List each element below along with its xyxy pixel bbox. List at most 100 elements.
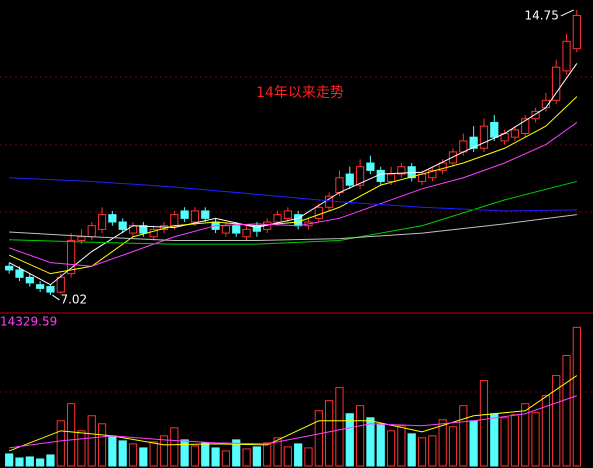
volume-bar bbox=[232, 439, 241, 467]
max-label: 14.75 bbox=[524, 8, 558, 22]
candle-body bbox=[562, 40, 571, 72]
volume-bar bbox=[335, 387, 344, 467]
volume-bar bbox=[490, 413, 499, 467]
candle-body bbox=[232, 225, 241, 234]
volume-bar bbox=[221, 450, 231, 467]
volume-bar bbox=[139, 447, 148, 467]
volume-bar bbox=[36, 458, 45, 467]
volume-bar bbox=[386, 430, 396, 467]
candle-body bbox=[180, 210, 189, 219]
candle-body bbox=[283, 210, 292, 219]
volume-bar bbox=[97, 423, 107, 467]
volume-bar bbox=[355, 405, 365, 467]
volume-bar bbox=[459, 405, 468, 467]
volume-bar bbox=[108, 435, 117, 467]
volume-bar bbox=[283, 446, 292, 467]
candle-body bbox=[355, 166, 365, 186]
volume-bar bbox=[469, 420, 478, 467]
volume-bar bbox=[5, 453, 14, 467]
line bbox=[9, 177, 577, 212]
volume-bar bbox=[170, 427, 179, 467]
candle-body bbox=[108, 214, 117, 223]
volume-bar bbox=[366, 417, 375, 467]
volume-bar bbox=[77, 430, 86, 467]
candle-body bbox=[149, 228, 158, 238]
candle-body bbox=[36, 284, 45, 289]
volume-bar bbox=[159, 435, 169, 467]
volume-bar bbox=[46, 454, 55, 467]
volume-bar bbox=[304, 447, 313, 467]
candle-body bbox=[428, 169, 437, 179]
candle-body bbox=[386, 173, 396, 182]
volume-bar bbox=[252, 446, 261, 467]
line bbox=[9, 214, 577, 241]
volume-bar bbox=[149, 441, 158, 467]
candle-body bbox=[438, 162, 447, 171]
pointer bbox=[52, 294, 60, 301]
volume-bar bbox=[15, 457, 24, 467]
volume-bar bbox=[25, 456, 34, 467]
candle-body bbox=[376, 169, 385, 182]
line bbox=[9, 395, 578, 449]
chart-title: 14年以来走势 bbox=[256, 85, 344, 101]
candle-body bbox=[201, 210, 210, 219]
candle-body bbox=[242, 228, 251, 238]
min-label: 7.02 bbox=[60, 293, 87, 307]
volume-bar bbox=[500, 417, 509, 467]
volume-bar bbox=[407, 433, 416, 467]
volume-bar bbox=[56, 420, 65, 467]
candle-body bbox=[56, 276, 65, 293]
volume-bar bbox=[479, 380, 489, 467]
volume-bar bbox=[552, 375, 561, 467]
volume-bar bbox=[562, 354, 571, 467]
candle-body bbox=[572, 14, 581, 50]
candle-body bbox=[397, 166, 406, 175]
volume-bar bbox=[87, 415, 96, 467]
volume-bar bbox=[66, 403, 76, 467]
volume-bar bbox=[438, 419, 447, 467]
volume-bar bbox=[345, 413, 354, 467]
volume-bar bbox=[118, 440, 127, 467]
candle-body bbox=[66, 239, 76, 275]
candle-body bbox=[118, 221, 127, 230]
candle-body bbox=[190, 210, 200, 223]
volume-bar bbox=[325, 400, 334, 467]
volume-bar bbox=[541, 395, 550, 467]
volume-bar bbox=[201, 442, 210, 467]
candle-body bbox=[25, 276, 34, 284]
volume-bar bbox=[263, 442, 272, 467]
candle-body bbox=[77, 236, 86, 241]
candle-body bbox=[490, 121, 499, 138]
candle-body bbox=[552, 66, 561, 101]
volume-bar bbox=[273, 437, 282, 467]
candle-body bbox=[139, 225, 148, 234]
volume-bar bbox=[314, 410, 323, 467]
line bbox=[9, 180, 577, 245]
volume-bar bbox=[397, 425, 406, 467]
volume-bar bbox=[294, 443, 303, 467]
y-tick-label: 14329.59 bbox=[0, 315, 57, 329]
volume-bar bbox=[531, 412, 540, 467]
line bbox=[8, 375, 578, 452]
candle-body bbox=[469, 136, 478, 149]
volume-bar bbox=[180, 439, 189, 467]
volume-bar bbox=[510, 414, 520, 467]
volume-bar bbox=[417, 437, 427, 467]
volume-bar bbox=[448, 426, 458, 467]
candle-body bbox=[510, 129, 520, 138]
candle-body bbox=[366, 162, 375, 171]
volume-bar bbox=[376, 423, 385, 467]
candle-body bbox=[345, 173, 354, 186]
candle-body bbox=[97, 214, 107, 230]
line bbox=[8, 122, 578, 267]
volume-bar bbox=[190, 445, 200, 467]
candle-body bbox=[221, 225, 231, 234]
candle-body bbox=[87, 225, 96, 238]
line bbox=[8, 96, 578, 275]
candle-body bbox=[5, 265, 14, 271]
candle-body bbox=[335, 177, 344, 194]
candle-body bbox=[521, 118, 530, 135]
